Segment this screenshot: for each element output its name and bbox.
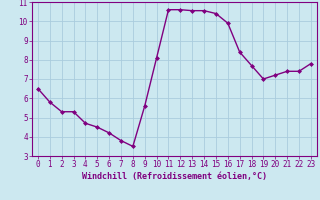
X-axis label: Windchill (Refroidissement éolien,°C): Windchill (Refroidissement éolien,°C) [82, 172, 267, 181]
